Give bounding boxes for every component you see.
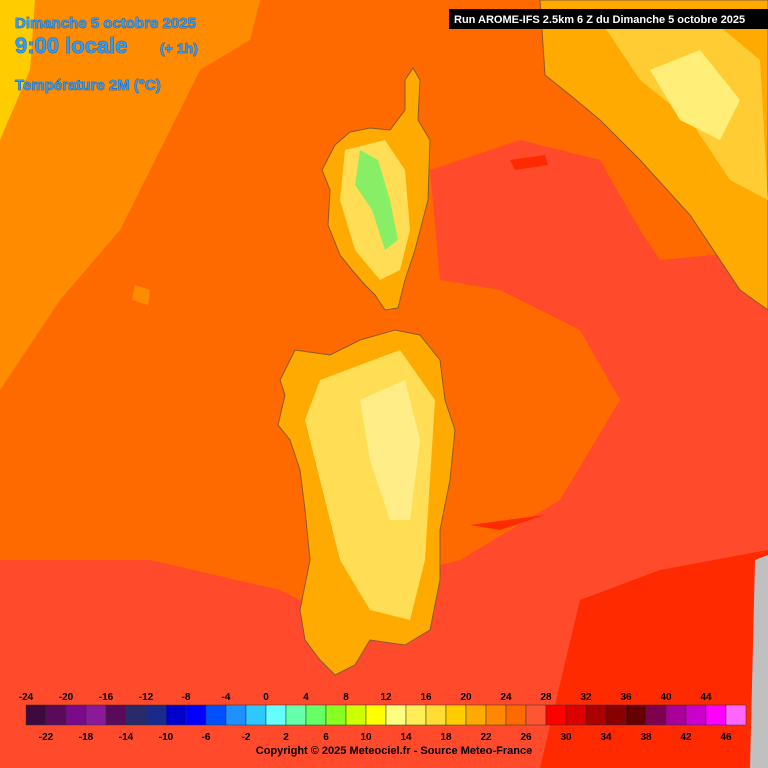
legend-cell — [125, 704, 147, 726]
legend-label: 2 — [283, 732, 289, 743]
legend-cell — [385, 704, 407, 726]
legend-cell — [105, 704, 127, 726]
legend-label: 6 — [323, 732, 329, 743]
legend-cell — [585, 704, 607, 726]
legend-label: 38 — [640, 732, 652, 743]
legend-cell — [605, 704, 627, 726]
legend-label: 10 — [360, 732, 372, 743]
legend-label: 44 — [700, 692, 712, 703]
legend-label: 20 — [460, 692, 472, 703]
legend-label: 40 — [660, 692, 672, 703]
run-info-box — [449, 9, 768, 29]
legend-label: -12 — [139, 692, 154, 703]
legend-cell — [305, 704, 327, 726]
legend-label: 24 — [500, 692, 512, 703]
legend-cell — [505, 704, 527, 726]
legend-cell — [625, 704, 647, 726]
legend-label: 30 — [560, 732, 572, 743]
legend-cell — [685, 704, 707, 726]
legend-label: -8 — [182, 692, 191, 703]
legend-cell — [65, 704, 87, 726]
legend-cell — [705, 704, 727, 726]
legend-label: 26 — [520, 732, 532, 743]
legend-label: -16 — [99, 692, 114, 703]
legend-cell — [185, 704, 207, 726]
legend-label: 16 — [420, 692, 432, 703]
sea-patch — [132, 285, 150, 305]
legend-label: -24 — [19, 692, 34, 703]
legend-label: 4 — [303, 692, 309, 703]
legend-cell — [285, 704, 307, 726]
time: 9:00 locale — [15, 33, 128, 58]
legend-cell — [345, 704, 367, 726]
legend-cell — [245, 704, 267, 726]
legend-label: 0 — [263, 692, 269, 703]
legend-label: -14 — [119, 732, 134, 743]
legend-label: 34 — [600, 732, 612, 743]
legend-label: -4 — [222, 692, 231, 703]
legend-label: 32 — [580, 692, 592, 703]
legend-cell — [25, 704, 47, 726]
legend-cell — [325, 704, 347, 726]
legend-label: -6 — [202, 732, 211, 743]
warm-zone — [0, 0, 260, 390]
legend-cell — [365, 704, 387, 726]
legend-cell — [525, 704, 547, 726]
legend-cell — [665, 704, 687, 726]
date: Dimanche 5 octobre 2025 — [15, 15, 196, 32]
legend-label: 42 — [680, 732, 692, 743]
legend-label: 36 — [620, 692, 632, 703]
legend-cell — [485, 704, 507, 726]
legend-label: 14 — [400, 732, 412, 743]
italy-hills — [650, 50, 740, 140]
sardinia-peaks — [360, 380, 420, 520]
legend-cell — [145, 704, 167, 726]
legend-cell — [265, 704, 287, 726]
legend-cell — [565, 704, 587, 726]
legend-label: 28 — [540, 692, 552, 703]
sea-patch — [470, 515, 545, 530]
variable: Température 2M (°C) — [15, 77, 161, 94]
legend-label: -22 — [39, 732, 54, 743]
legend-label: 12 — [380, 692, 392, 703]
sea-patch — [510, 155, 548, 170]
legend-label: 18 — [440, 732, 452, 743]
legend-cell — [45, 704, 67, 726]
legend-label: 46 — [720, 732, 732, 743]
yellow-zone — [0, 0, 35, 140]
legend-label: -18 — [79, 732, 94, 743]
legend-cell — [645, 704, 667, 726]
legend-cell — [205, 704, 227, 726]
legend-cell — [405, 704, 427, 726]
legend-cell — [465, 704, 487, 726]
legend-cell — [225, 704, 247, 726]
legend-cell — [425, 704, 447, 726]
legend-label: -2 — [242, 732, 251, 743]
legend-label: 22 — [480, 732, 492, 743]
red-zone — [0, 140, 768, 768]
legend-cell — [165, 704, 187, 726]
legend-label: -20 — [59, 692, 74, 703]
legend-cell — [85, 704, 107, 726]
offset: (+ 1h) — [160, 40, 198, 56]
legend-cell — [545, 704, 567, 726]
corsica-peaks — [355, 150, 398, 250]
legend-label: -10 — [159, 732, 174, 743]
legend-label: 8 — [343, 692, 349, 703]
no-data — [750, 555, 768, 768]
run-info: Run AROME-IFS 2.5km 6 Z du Dimanche 5 oc… — [454, 14, 745, 26]
copyright: Copyright © 2025 Meteociel.fr - Source M… — [256, 745, 532, 757]
legend-cell — [725, 704, 747, 726]
legend-cell — [445, 704, 467, 726]
